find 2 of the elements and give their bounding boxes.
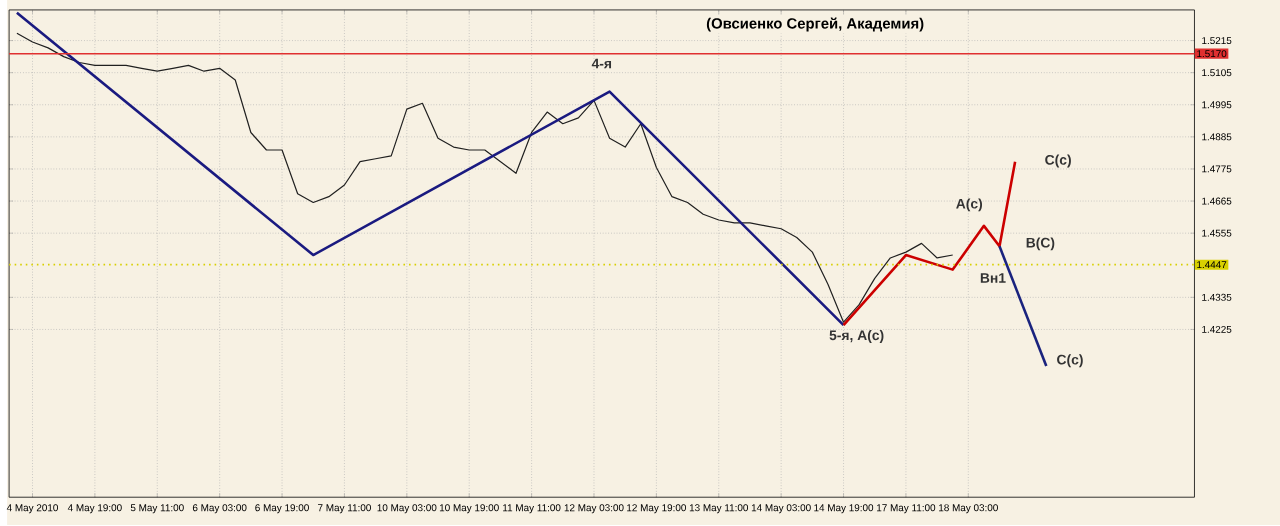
line-series — [15, 12, 845, 327]
line-series — [842, 160, 1017, 327]
